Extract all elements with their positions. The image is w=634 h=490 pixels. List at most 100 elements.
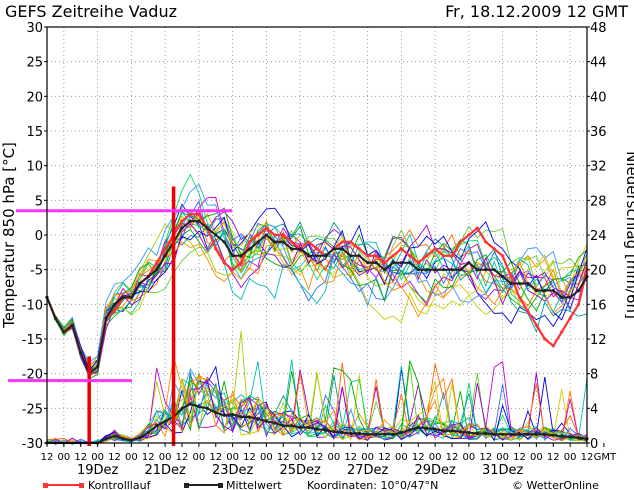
member-temp-line bbox=[46, 236, 588, 378]
mean-temp-line-point bbox=[264, 233, 268, 237]
x-hour-tick-label: 00 bbox=[260, 452, 273, 463]
mean-precip-line-point bbox=[399, 431, 403, 435]
member-precip-line bbox=[47, 378, 588, 444]
y-left-tick-label: -15 bbox=[22, 333, 43, 348]
y-left-tick-label: 5 bbox=[35, 194, 43, 209]
y-right-tick-label: 24 bbox=[590, 229, 607, 244]
mean-temp-line-point bbox=[323, 254, 328, 258]
control-temp-line-point bbox=[306, 240, 311, 244]
control-temp-line-point bbox=[492, 247, 496, 251]
mean-temp-line-point bbox=[433, 268, 437, 272]
x-date-label: 21Dez bbox=[144, 463, 186, 478]
mean-temp-line-point bbox=[543, 288, 547, 293]
member-temp-line bbox=[46, 225, 588, 378]
y-left-tick-label: 20 bbox=[26, 90, 43, 105]
x-hour-tick-label: 00 bbox=[496, 452, 509, 463]
mean-temp-line-point bbox=[121, 295, 125, 299]
control-temp-line-point bbox=[458, 240, 463, 244]
control-temp-line-point bbox=[475, 226, 479, 230]
mean-temp-line-point bbox=[526, 281, 530, 286]
x-hour-tick-label: 00 bbox=[125, 452, 138, 463]
mean-precip-line-point bbox=[104, 437, 108, 441]
mean-precip-line-point bbox=[425, 426, 429, 430]
mean-precip-line-point bbox=[197, 405, 201, 409]
mean-precip-line-point bbox=[484, 431, 488, 436]
x-hour-tick-label: 00 bbox=[58, 452, 71, 463]
mean-precip-line-point bbox=[163, 419, 167, 423]
mean-precip-line-point bbox=[416, 425, 420, 429]
mean-precip-line-point bbox=[180, 406, 184, 410]
mean-temp-line-point bbox=[197, 219, 201, 223]
mean-temp-line-point bbox=[349, 254, 353, 258]
mean-temp-line-point bbox=[273, 240, 277, 244]
y-right-tick-label: 48 bbox=[590, 21, 607, 36]
mean-precip-line-point bbox=[391, 432, 395, 436]
run-time: Fr, 18.12.2009 12 GMT bbox=[445, 2, 628, 21]
mean-precip-line-point bbox=[129, 438, 133, 442]
mean-temp-line-point bbox=[96, 365, 100, 369]
control-temp-line-point bbox=[256, 233, 260, 237]
control-temp-line-point bbox=[188, 212, 193, 216]
coordinates-label: Koordinaten: 10°0/47°N bbox=[307, 479, 438, 490]
mean-temp-line-point bbox=[357, 254, 361, 258]
x-hour-tick-label: 12 bbox=[176, 452, 189, 463]
y-right-tick-label: 40 bbox=[590, 90, 607, 105]
mean-temp-line-point bbox=[70, 323, 74, 327]
x-hour-tick-label: 00 bbox=[91, 452, 104, 463]
member-temp-line bbox=[46, 220, 588, 371]
mean-precip-line-point bbox=[332, 430, 336, 434]
member-temp-line bbox=[46, 212, 588, 376]
mean-temp-line-point bbox=[382, 268, 387, 272]
y-right-tick-label: 36 bbox=[590, 125, 607, 140]
x-date-label: 29Dez bbox=[414, 463, 456, 478]
y-axis-left-label: Temperatur 850 hPa [°C] bbox=[0, 142, 18, 329]
y-right-tick-label: 16 bbox=[590, 298, 607, 313]
control-temp-line-point bbox=[441, 254, 446, 258]
ensemble-members bbox=[46, 173, 588, 444]
mean-precip-line-point bbox=[366, 432, 370, 436]
x-hour-tick-label: 12 bbox=[311, 452, 324, 463]
mean-temp-line-point bbox=[281, 240, 285, 244]
x-hour-tick-label: 12 bbox=[412, 452, 425, 463]
y-right-tick-label: 12 bbox=[590, 333, 607, 348]
x-hour-tick-label: 12 bbox=[378, 452, 391, 463]
y-left-tick-label: 15 bbox=[26, 125, 43, 140]
mean-temp-line-point bbox=[188, 219, 193, 223]
control-temp-line-point bbox=[197, 212, 201, 216]
mean-temp-line-point bbox=[551, 288, 555, 293]
y-axis-right-label: Niederschlag [mm/6h] bbox=[623, 151, 634, 319]
x-hour-tick-label: 12 bbox=[209, 452, 222, 463]
mean-temp-line-point bbox=[501, 275, 505, 279]
mean-temp-line-point bbox=[467, 261, 471, 265]
mean-temp-line-point bbox=[62, 330, 66, 334]
mean-temp-line-point bbox=[256, 240, 260, 244]
mean-temp-line-point bbox=[129, 295, 133, 299]
x-date-label: 25Dez bbox=[279, 463, 321, 478]
mean-temp-line-point bbox=[214, 233, 218, 237]
mean-temp-line-point bbox=[53, 316, 58, 320]
mean-precip-line-point bbox=[458, 430, 463, 434]
y-right-tick-label: 20 bbox=[590, 264, 607, 279]
mean-precip-line-point bbox=[281, 424, 285, 428]
x-hour-tick-label: 12 bbox=[277, 452, 290, 463]
mean-temp-line-point bbox=[416, 268, 420, 272]
mean-temp-line-point bbox=[315, 254, 319, 258]
y-left-tick-label: -20 bbox=[22, 368, 43, 383]
control-temp-line-point bbox=[543, 337, 547, 341]
brand-label: © WetterOnline bbox=[512, 479, 599, 490]
x-date-label: 27Dez bbox=[347, 463, 389, 478]
chart-title: GEFS Zeitreihe Vaduz bbox=[5, 2, 177, 21]
member-temp-line bbox=[46, 173, 588, 376]
mean-temp-line-point bbox=[155, 268, 159, 272]
mean-temp-line-point bbox=[492, 268, 496, 272]
control-temp-line-point bbox=[247, 240, 252, 244]
control-temp-line-point bbox=[509, 275, 513, 279]
legend-control-label: Kontrolllauf bbox=[88, 479, 152, 490]
control-temp-line-point bbox=[391, 254, 395, 258]
control-temp-line-point bbox=[214, 247, 218, 251]
mean-temp-line-point bbox=[450, 268, 454, 272]
control-temp-line-point bbox=[155, 261, 159, 265]
control-temp-line-point bbox=[264, 226, 268, 230]
x-hour-tick-label: 00 bbox=[361, 452, 374, 463]
